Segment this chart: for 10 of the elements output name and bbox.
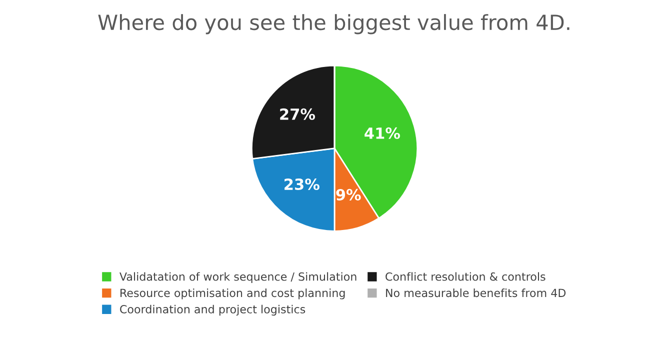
chart-title: Where do you see the biggest value from 4D. [98,14,570,34]
legend-label: Validatation of work sequence / Simulation [120,272,356,283]
legend-label: Conflict resolution & controls [386,272,546,281]
legend-label: Resource optimisation and cost planning [120,288,345,300]
legend-label: No measurable benefits from 4D [386,288,566,298]
data-label: 27% [280,108,316,120]
data-label: 9% [336,188,361,200]
legend-label: Coordination and project logistics [120,304,306,316]
data-label: 41% [364,127,400,139]
data-label: 23% [284,178,320,190]
